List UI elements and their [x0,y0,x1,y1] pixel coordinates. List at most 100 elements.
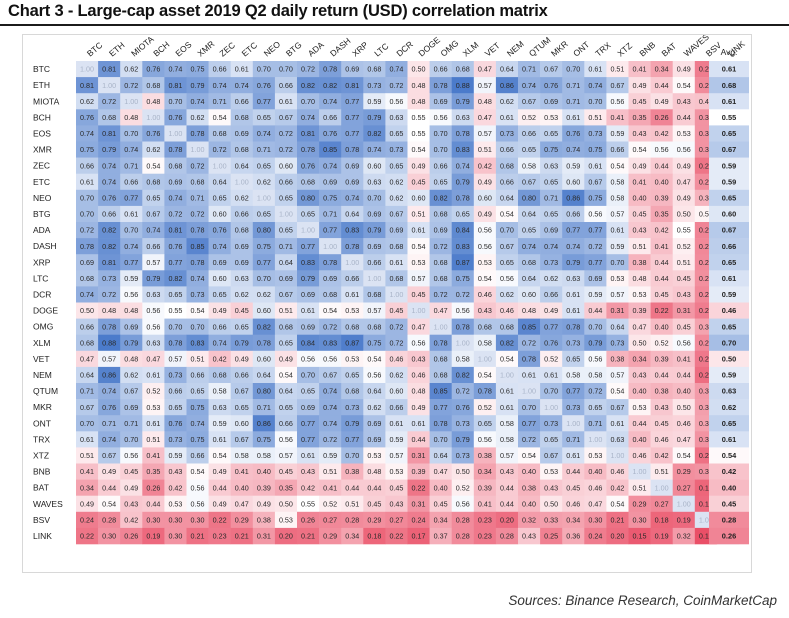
cell-value: 0.44 [655,371,669,380]
heatmap-cell [562,286,585,303]
heatmap-cell [407,286,430,303]
heatmap-cell [495,173,519,191]
cell-value: 0.68 [456,65,470,74]
heatmap-cell [672,77,696,94]
heatmap-cell [407,93,430,110]
heatmap-cell [164,77,187,94]
cell-value: 0.82 [257,322,271,331]
heatmap-cell [120,109,143,126]
row-label-nem: NEM [33,370,52,380]
cell-value: 0.66 [80,161,94,170]
heatmap-cell [98,125,121,142]
cell-value: 0.68 [168,161,182,170]
heatmap-cell [142,334,165,352]
cell-value: 0.28 [699,258,713,267]
cell-value: 0.72 [323,435,337,444]
heatmap-cell [186,270,209,287]
col-label-neo: NEO [262,39,283,59]
cell-value: 0.59 [367,97,381,106]
cell-value: 0.64 [500,65,514,74]
cell-value: 0.57 [610,290,624,299]
heatmap-cell [252,173,276,191]
cell-value: 0.53 [677,129,691,138]
heatmap-cell [363,222,386,239]
cell-value: 0.59 [124,274,138,283]
cell-value: 0.40 [522,467,536,476]
cell-value: 0.63 [146,290,160,299]
cell-value: 0.56 [655,145,669,154]
heatmap-cell [142,222,165,239]
cell-value: 0.78 [191,129,205,138]
avg-value: 0.70 [722,338,736,347]
heatmap-cell [164,141,187,158]
heatmap-cell [274,270,298,287]
heatmap-cell [451,77,475,94]
heatmap-cell [120,286,143,303]
cell-value: 0.73 [168,371,182,380]
cell-value: 1.00 [191,145,205,154]
heatmap-cell [252,254,276,271]
heatmap-cell [429,93,452,110]
cell-value: 0.65 [389,161,403,170]
cell-value: 0.47 [633,322,647,331]
heatmap-cell [98,173,121,191]
cell-value: 0.66 [235,97,249,106]
cell-value: 1.00 [80,65,94,74]
cell-value: 0.62 [257,290,271,299]
heatmap-cell [319,238,342,255]
cell-value: 0.38 [655,387,669,396]
cell-value: 0.74 [168,193,182,202]
heatmap-cell [164,173,187,191]
cell-value: 0.56 [367,371,381,380]
cell-value: 0.64 [522,274,536,283]
heatmap-cell [606,157,629,174]
cell-value: 0.40 [655,322,669,331]
heatmap-cell [429,205,452,223]
heatmap-cell [473,93,497,110]
cell-value: 0.57 [279,451,293,460]
cell-value: 1.00 [566,419,580,428]
heatmap-cell [407,238,430,255]
cell-value: 0.54 [677,81,691,90]
cell-value: 0.49 [102,467,116,476]
heatmap-cell [584,205,607,223]
heatmap-cell [76,222,99,239]
heatmap-cell [407,173,430,191]
col-label-ltc: LTC [372,41,390,59]
cell-value: 0.73 [588,129,602,138]
cell-value: 0.26 [655,113,669,122]
row-label-btc: BTC [33,64,50,74]
heatmap-cell [297,109,320,126]
cell-value: 0.65 [191,387,205,396]
cell-value: 0.68 [389,242,403,251]
cell-value: 0.49 [677,193,691,202]
heatmap-cell [628,157,651,174]
heatmap-cell [208,222,231,239]
cell-value: 0.64 [345,210,359,219]
heatmap-cell [341,109,364,126]
heatmap-cell [186,77,209,94]
heatmap-cell [584,334,607,352]
cell-value: 0.48 [102,306,116,315]
cell-value: 0.60 [235,419,249,428]
cell-value: 0.69 [544,97,558,106]
heatmap-cell [208,205,231,223]
cell-value: 0.66 [434,65,448,74]
cell-value: 0.40 [522,499,536,508]
heatmap-cell [385,205,408,223]
cell-value: 0.54 [478,371,492,380]
col-label-bat: BAT [660,41,679,59]
cell-value: 0.74 [146,226,160,235]
cell-value: 0.40 [633,193,647,202]
cell-value: 0.74 [257,129,271,138]
heatmap-cell [672,61,696,78]
cell-value: 0.74 [102,177,116,186]
cell-value: 0.78 [168,145,182,154]
cell-value: 0.80 [301,193,315,202]
cell-value: 0.77 [566,226,580,235]
cell-value: 0.22 [412,483,426,492]
heatmap-cell [164,302,187,319]
cell-value: 0.41 [633,65,647,74]
heatmap-cell [341,125,364,142]
cell-value: 0.85 [522,322,536,331]
